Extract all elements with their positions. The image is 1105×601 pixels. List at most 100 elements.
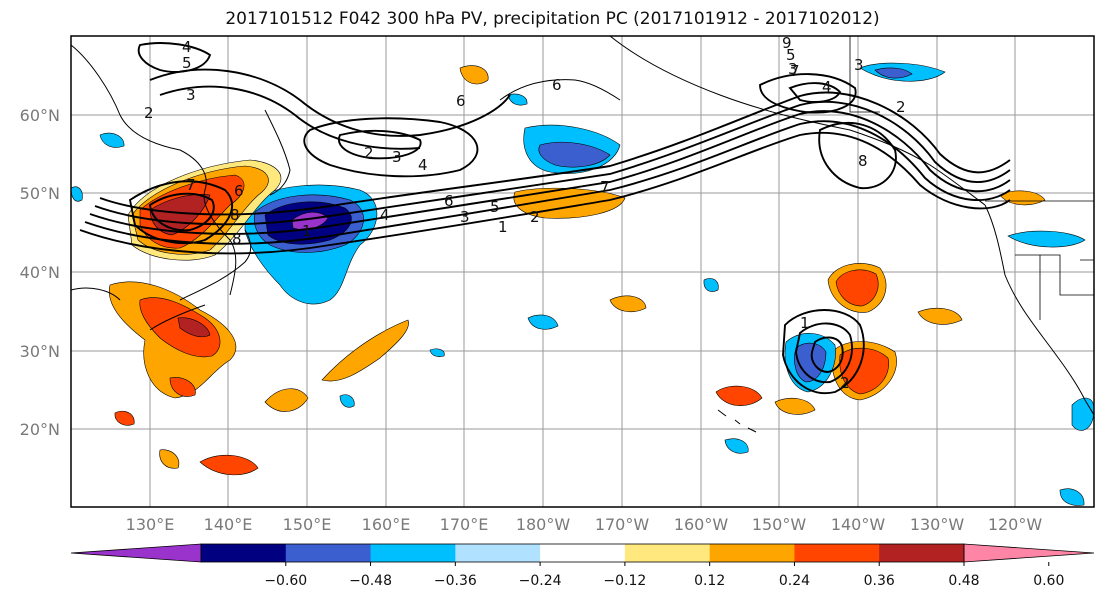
shade-pos-red-east-north [835,269,879,307]
colorbar-bin [709,544,795,562]
coast-kamchatka [264,109,291,196]
colorbar-bin [794,544,880,562]
contour-label: 7 [600,178,610,196]
shade-pos-orange-streak [321,319,409,382]
colorbar-outline [200,543,965,563]
shade-neg-blue-dateline [538,141,611,168]
contour-label: 8 [232,230,242,248]
map-plot-area: 4 3 2 5 6 3 2 6 7 3 4 2 8 1 8 7 6 5 4 3 … [71,34,1094,507]
lon-label: 140°E [204,515,253,534]
lon-label: 150°W [752,515,807,534]
contour-label: 1 [302,222,312,240]
contour-label: 3 [854,56,864,74]
colorbar-bin [624,544,711,562]
colorbar [70,543,1095,563]
colorbar-bin [540,544,626,562]
shade-pos-red-east-patch [715,385,763,406]
shade-pos-orange-patch-6 [917,307,963,325]
shade-pos-red-japan-south [169,377,196,397]
contour-label: 6 [444,192,454,210]
lon-label: 170°E [440,515,489,534]
colorbar-tick-label: −0.48 [349,573,392,589]
contour-label: 4 [822,78,832,96]
lon-label: 170°W [595,515,650,534]
colorbar-tick-label: 0.24 [779,573,810,589]
border-alaska [849,36,880,113]
shade-neg-cyan-patch-7 [1059,488,1085,506]
shade-pos-red-patch-2 [114,410,135,426]
lon-label: 140°W [831,515,886,534]
pv-contour-labels: 4 3 2 5 6 3 2 6 7 3 4 2 8 1 8 7 6 5 4 3 … [144,34,906,392]
shade-neg-cyan-patch-6 [339,394,355,408]
shade-neg-cyan-patch-12 [429,348,445,357]
shade-neg-blue-east [794,342,827,383]
gridlines [71,36,1094,507]
shade-pos-orange-patch-1 [264,388,309,412]
contour-label: 2 [144,104,154,122]
contour-label: 8 [858,152,868,170]
colorbar-tick-label: 0.48 [948,573,979,589]
contour-label: 4 [380,206,390,224]
colorbar-tick-label: 0.36 [864,573,895,589]
contour-label: 5 [490,198,500,216]
shade-neg-cyan-patch-3 [1007,230,1086,248]
colorbar-bin [201,544,287,562]
colorbar-bin [455,544,541,562]
contour-label: 3 [392,148,402,166]
contour-label: 1 [498,218,508,236]
contour-label: 5 [786,46,796,64]
shade-neg-cyan-patch-5 [703,278,719,292]
pv-contours [79,42,1011,395]
colorbar-tick-label: 0.12 [694,573,725,589]
shade-pos-darkred-japan [177,317,211,338]
coast-hawaii [717,409,757,433]
coast-na-west [984,204,1094,416]
border-us-states [1015,254,1094,320]
contour-label: 3 [788,60,798,78]
contour-label: 2 [364,144,374,162]
lon-label: 120°W [988,515,1043,534]
contour-label: 4 [418,156,428,174]
contour-label: 7 [186,176,196,194]
contour-label: 3 [460,208,470,226]
latitude-labels: 60°N 50°N 40°N 30°N 20°N [20,106,60,439]
colorbar-extend-max [963,543,1095,563]
colorbar-tick-label: −0.24 [519,573,562,589]
shade-pos-orange-patch-4 [609,295,647,313]
shade-pos-orange-east-patch [774,397,816,415]
shade-neg-cyan-patch-9 [71,186,83,202]
coast-chukotka [499,79,621,101]
colorbar-bin [370,544,456,562]
coast-asia [71,44,237,301]
map-frame [70,35,1095,508]
contour-label: 6 [552,76,562,94]
contour-label: 1 [800,314,810,332]
contour-label: 2 [896,98,906,116]
contour-label: 6 [234,182,244,200]
lon-label: 150°E [283,515,332,534]
colorbar-extend-min [70,543,202,563]
colorbar-labels: −0.60 −0.48 −0.36 −0.24 −0.12 0.12 0.24 0.36 0.4… [264,562,1064,589]
shade-pos-orange-patch-3 [459,65,489,85]
lon-label: 180°W [516,515,571,534]
colorbar-tick-label: −0.60 [264,573,307,589]
lat-label: 50°N [20,184,60,203]
lat-label: 40°N [20,263,60,282]
shade-neg-cyan-patch-1 [527,314,559,330]
lon-label: 160°E [362,515,411,534]
contour-label: 2 [530,208,540,226]
colorbar-tick-label: −0.12 [603,573,646,589]
shade-neg-blue-patch-2 [874,67,913,79]
contour-label: 6 [456,92,466,110]
lat-label: 20°N [20,420,60,439]
lat-label: 60°N [20,106,60,125]
contour-label: 9 [782,34,792,52]
colorbar-tick-label: 0.60 [1033,573,1064,589]
shade-neg-cyan-patch-11 [507,93,528,106]
map-title: 2017101512 F042 300 hPa PV, precipitatio… [225,9,880,29]
shade-pos-orange-patch-2 [159,449,180,469]
contour-label: 5 [182,54,192,72]
contour-label: 7 [790,62,800,80]
shade-pos-red-patch-1 [199,454,259,476]
